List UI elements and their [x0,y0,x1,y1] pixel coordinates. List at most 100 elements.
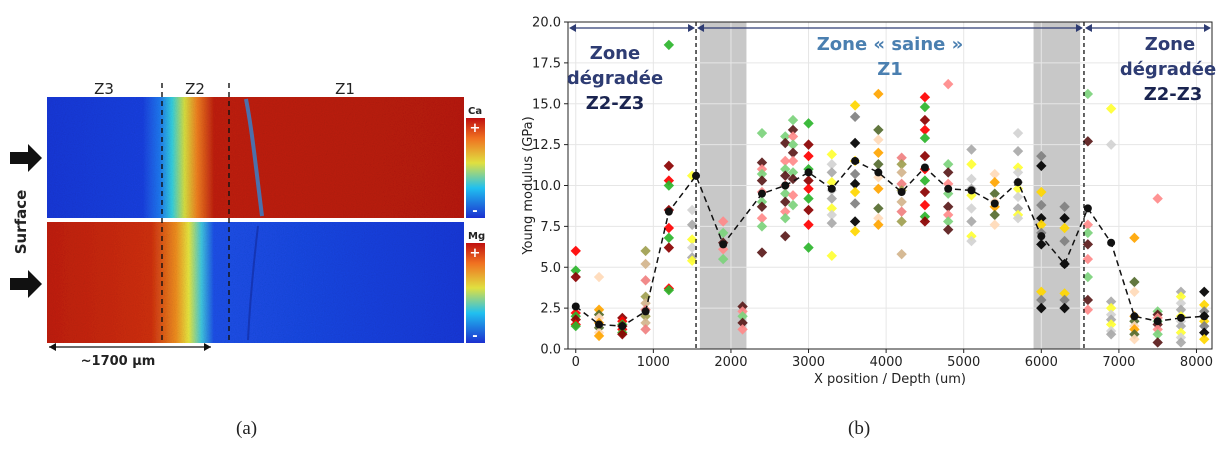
data-point [919,216,931,227]
data-point [593,330,605,342]
scale-bar-right-arrow-icon [204,343,211,351]
caption-b: (b) [848,418,871,439]
data-point [1059,201,1070,212]
zone-left-line2: dégradée [567,68,663,89]
zone-left-line1: Zone [590,43,640,64]
data-point [873,203,884,214]
data-point [663,39,675,51]
data-point [1105,329,1117,340]
data-point [873,213,884,224]
data-point [756,221,768,232]
data-point [1129,232,1140,244]
data-point [570,265,581,276]
x-tick-label: 3000 [792,355,825,370]
data-point [640,275,651,286]
mean-point [781,181,790,190]
data-point [803,204,814,216]
data-point [1036,160,1047,172]
data-point [849,111,861,123]
panel-a: Z3 Z2 Z1 Ca + - Mg + - Surface ~1700 µm … [0,0,520,444]
data-point [896,152,907,163]
data-point [1082,219,1094,230]
mean-point [874,168,883,177]
mean-point [664,207,673,216]
mean-point [804,168,813,177]
data-point [1059,294,1070,306]
data-point [826,193,838,204]
data-point [919,114,931,126]
data-point [1105,302,1117,314]
data-point [849,186,861,198]
data-point [966,203,977,214]
y-tick-label: 2.5 [540,302,561,317]
data-point [640,245,651,257]
data-point [849,168,861,180]
y-tick-label: 5.0 [540,261,561,276]
mean-point [897,188,906,197]
y-tick-label: 20.0 [532,16,561,31]
data-point [803,183,814,194]
data-point [942,167,954,178]
data-point [942,201,954,212]
panel-b: 0 1000 2000 3000 4000 5000 6000 7000 8000 0.0 2.5 5… [520,0,1223,444]
data-point [873,159,884,170]
data-point [1152,337,1163,348]
data-point [873,124,884,136]
data-point [896,216,907,227]
surface-arrow-top-icon [10,144,42,172]
x-tick-label: 1000 [637,355,670,370]
data-point [1012,145,1024,157]
data-point [1082,239,1094,250]
data-point [873,147,884,158]
data-point [1082,304,1094,315]
x-tick-label: 6000 [1025,355,1058,370]
y-tick-label: 12.5 [532,138,561,153]
data-point [1199,333,1210,345]
surface-arrow-bottom-icon [10,270,42,298]
ca-colorbar-plus: + [470,121,481,136]
data-point [826,209,838,221]
zone-mid-arrow-right-head-icon [1075,24,1083,32]
data-point [1082,136,1094,147]
data-point [942,159,954,170]
x-axis-label: X position / Depth (um) [814,372,966,387]
data-point [942,216,954,227]
data-point [1082,294,1094,306]
y-tick-label: 17.5 [532,56,561,71]
mg-colorbar-minus: - [472,329,477,344]
data-point [756,175,768,186]
zone-left-line3: Z2-Z3 [586,93,645,114]
data-point [896,248,907,260]
data-point [826,167,838,178]
x-tick-label: 0 [572,355,580,370]
data-point [849,198,861,209]
data-point [1036,294,1047,306]
data-point [803,193,814,204]
data-point [1175,298,1187,309]
data-point [942,78,954,90]
x-tick-label: 5000 [947,355,980,370]
data-point [826,203,838,214]
data-point [849,100,861,111]
mean-point [595,320,604,329]
data-point [873,88,884,100]
zone-mid-line1: Zone « saine » [817,34,964,55]
data-point [1082,227,1094,239]
x-tick-label: 4000 [870,355,903,370]
data-point [873,219,884,230]
zone-right-arrow-right-head-icon [1204,24,1211,32]
data-point [780,137,791,149]
x-tick-label: 7000 [1102,355,1135,370]
data-point [919,150,931,162]
data-point [1129,333,1140,345]
mean-point [719,240,728,249]
data-point [849,226,861,237]
mean-point [1037,232,1046,241]
zone-right-line2: dégradée [1120,59,1216,80]
data-point [1059,288,1070,299]
data-point [1199,327,1210,338]
mean-point [692,171,701,180]
data-point [896,159,907,170]
data-point [1012,191,1024,203]
data-point [966,173,977,185]
